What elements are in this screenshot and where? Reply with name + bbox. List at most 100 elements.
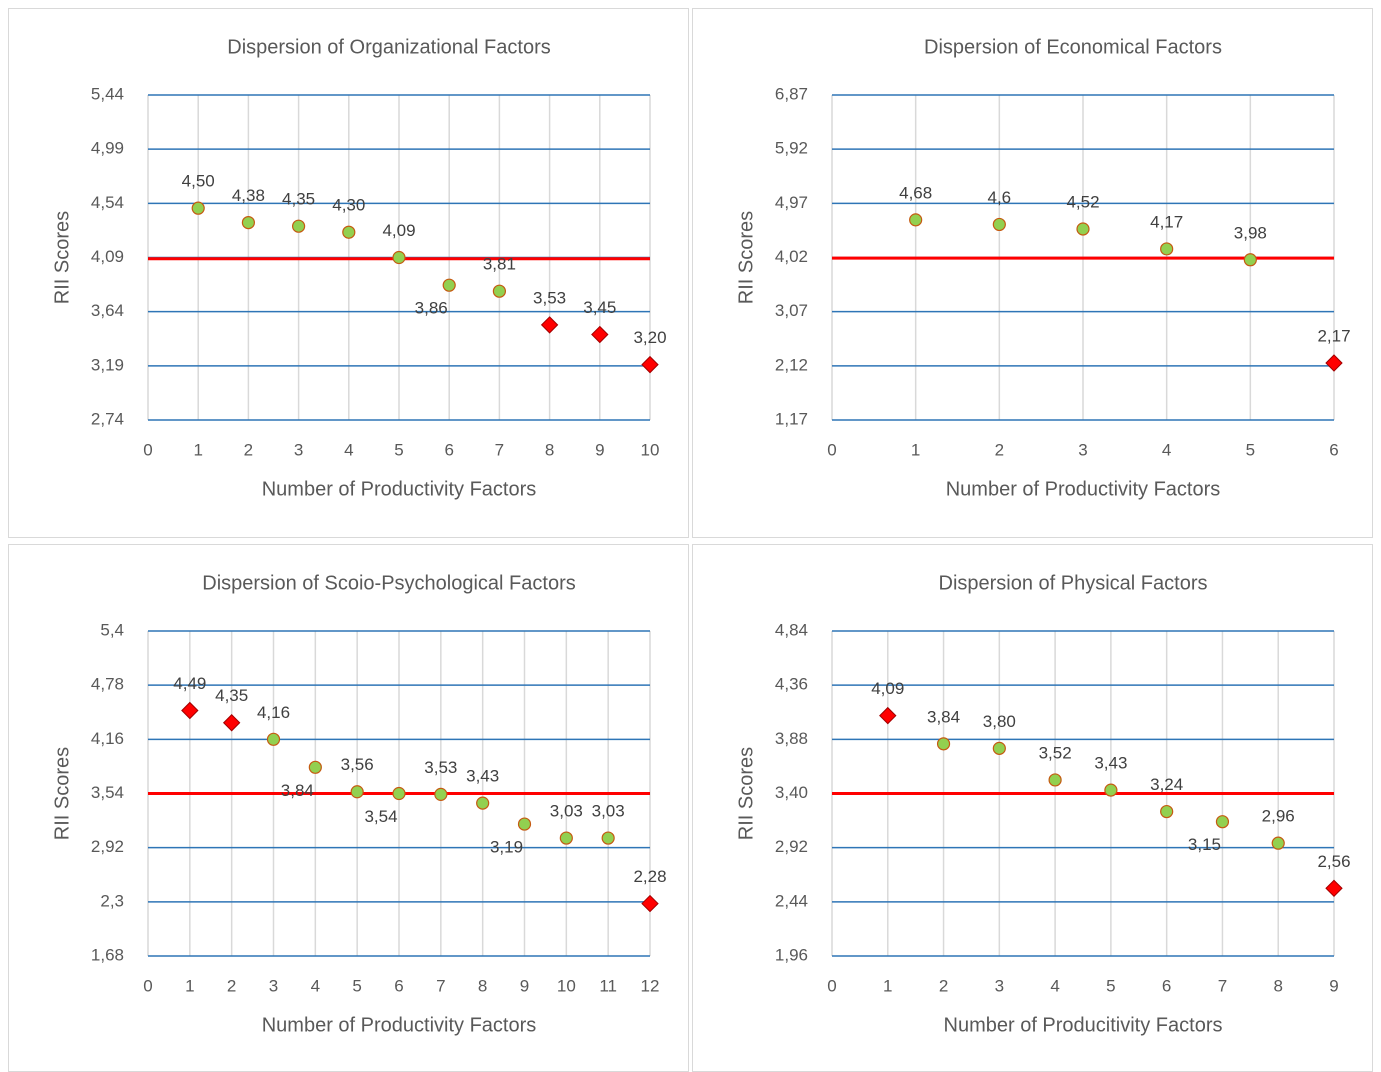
data-label: 3,98: [1234, 223, 1267, 242]
y-tick-label: 2,92: [775, 837, 808, 856]
circle-marker: [492, 284, 506, 298]
diamond-marker: [641, 894, 659, 913]
y-tick-label: 2,74: [91, 409, 124, 428]
circle-marker: [1215, 815, 1230, 829]
y-axis-title: RII Scores: [51, 747, 73, 840]
x-tick-label: 3: [269, 976, 278, 995]
x-tick-label: 0: [143, 440, 152, 459]
x-tick-label: 8: [1273, 976, 1282, 995]
diamond-marker: [1325, 354, 1343, 372]
x-tick-label: 5: [352, 976, 361, 995]
data-label: 3,19: [490, 838, 523, 857]
y-tick-label: 2,92: [91, 837, 124, 856]
y-tick-label: 3,54: [91, 783, 124, 802]
diamond-marker: [591, 325, 609, 344]
chart: Dispersion of Scoio-Psychological Factor…: [51, 572, 666, 1036]
x-tick-label: 9: [1329, 976, 1338, 995]
x-tick-label: 3: [294, 440, 303, 459]
x-tick-label: 7: [1218, 976, 1227, 995]
x-tick-label: 6: [444, 440, 453, 459]
circle-marker: [434, 787, 448, 801]
y-tick-label: 4,09: [91, 247, 124, 266]
x-tick-label: 1: [911, 440, 920, 459]
circle-marker: [909, 213, 923, 227]
x-tick-label: 6: [1162, 976, 1171, 995]
circle-marker: [1104, 783, 1118, 797]
circle-marker: [266, 732, 281, 746]
y-tick-label: 3,88: [775, 729, 808, 748]
x-tick-label: 0: [827, 440, 836, 459]
x-tick-label: 0: [143, 976, 152, 995]
data-label: 3,80: [983, 712, 1016, 731]
circle-marker: [1271, 836, 1285, 850]
chart: Dispersion of Economical Factors Number o…: [735, 36, 1350, 500]
circle-marker: [517, 817, 532, 831]
y-tick-label: 4,36: [775, 675, 808, 694]
y-tick-label: 6,87: [775, 84, 808, 103]
x-tick-label: 9: [520, 976, 529, 995]
circle-marker: [1076, 222, 1090, 236]
x-tick-label: 6: [1329, 440, 1338, 459]
circle-marker: [342, 225, 356, 239]
chart-title: Dispersion of Scoio-Psychological Factor…: [202, 572, 576, 594]
data-label: 3,03: [550, 802, 583, 821]
circle-marker: [292, 219, 306, 233]
circle-marker: [992, 741, 1006, 755]
x-tick-label: 4: [1162, 440, 1171, 459]
circle-marker: [308, 760, 322, 774]
circle-marker: [1048, 773, 1062, 787]
circle-marker: [601, 831, 615, 845]
data-label: 3,43: [1094, 754, 1127, 773]
data-label: 4,09: [871, 679, 904, 698]
x-tick-label: 8: [478, 976, 487, 995]
data-label: 3,81: [483, 255, 516, 274]
y-tick-label: 2,44: [775, 891, 808, 910]
x-tick-label: 6: [394, 976, 403, 995]
panel: Dispersion of Scoio-Psychological Factor…: [8, 544, 689, 1072]
y-tick-label: 2,12: [775, 355, 808, 374]
panel: Dispersion of Physical Factors Number of …: [692, 544, 1373, 1072]
x-tick-label: 11: [599, 976, 617, 995]
y-tick-label: 5,4: [100, 620, 124, 639]
data-label: 4,68: [899, 183, 932, 202]
data-label: 2,28: [633, 867, 666, 886]
x-tick-label: 2: [939, 976, 948, 995]
x-axis-title: Number of Productivity Factors: [946, 478, 1221, 500]
circle-marker: [392, 786, 406, 801]
x-tick-label: 4: [311, 976, 320, 995]
data-label: 3,54: [364, 807, 397, 826]
y-axis-title: RII Scores: [735, 211, 757, 304]
circle-marker: [476, 796, 490, 810]
y-tick-label: 3,19: [91, 355, 124, 374]
x-tick-label: 1: [883, 976, 892, 995]
circle-marker: [392, 250, 406, 265]
y-tick-label: 5,44: [91, 84, 124, 103]
x-tick-label: 3: [1078, 440, 1087, 459]
circle-marker: [992, 217, 1006, 232]
data-label: 3,45: [583, 298, 616, 317]
data-label: 4,49: [173, 674, 206, 693]
y-tick-label: 4,84: [775, 620, 808, 639]
circle-marker: [1160, 242, 1174, 256]
data-label: 3,53: [424, 758, 457, 777]
chart-title: Dispersion of Physical Factors: [939, 572, 1208, 594]
y-tick-label: 1,96: [775, 945, 808, 964]
x-tick-label: 2: [227, 976, 236, 995]
circle-marker: [1160, 804, 1174, 819]
circle-marker: [191, 201, 205, 215]
y-tick-label: 4,78: [91, 675, 124, 694]
x-tick-label: 0: [827, 976, 836, 995]
diamond-marker: [1325, 879, 1343, 897]
y-tick-label: 4,97: [775, 193, 808, 212]
x-tick-label: 10: [557, 976, 576, 995]
chart: Dispersion of Organizational Factors Numb…: [51, 36, 666, 500]
circle-marker: [936, 737, 951, 751]
x-tick-label: 4: [1050, 976, 1059, 995]
diamond-marker: [540, 316, 559, 334]
x-tick-label: 5: [394, 440, 403, 459]
y-tick-label: 3,64: [91, 301, 124, 320]
x-tick-label: 1: [193, 440, 202, 459]
x-tick-label: 12: [641, 976, 660, 995]
data-label: 4,30: [332, 196, 365, 215]
circle-marker: [241, 215, 255, 230]
